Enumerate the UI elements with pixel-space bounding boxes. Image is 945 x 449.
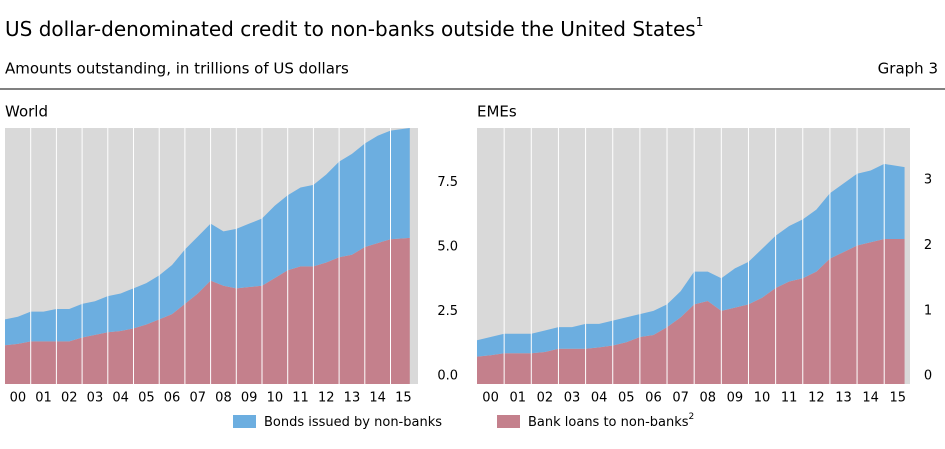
x-tick-label: 02 bbox=[61, 391, 78, 406]
y-tick-label: 7.5 bbox=[437, 175, 458, 190]
x-tick-label: 01 bbox=[35, 391, 52, 406]
area bbox=[477, 163, 905, 357]
legend-name: Bonds issued by non-banks bbox=[264, 415, 442, 430]
x-tick-label: 01 bbox=[509, 391, 526, 406]
y-tick-label: 3 bbox=[924, 173, 932, 188]
x-tick-label: 09 bbox=[727, 391, 744, 406]
legend-swatch bbox=[233, 415, 256, 428]
y-tick-label: 2.5 bbox=[437, 304, 458, 319]
x-tick-label: 14 bbox=[369, 391, 386, 406]
legend-label: Bank loans to non-banks2 bbox=[528, 412, 694, 430]
x-tick-label: 10 bbox=[754, 391, 771, 406]
x-tick-label: 13 bbox=[344, 391, 361, 406]
x-tick-label: 07 bbox=[672, 391, 689, 406]
title-group: US dollar-denominated credit to non-bank… bbox=[5, 15, 703, 41]
y-tick-label: 2 bbox=[924, 238, 932, 253]
title-note: 1 bbox=[696, 15, 704, 29]
y-tick-label: 1 bbox=[924, 303, 932, 318]
panel-title: EMEs bbox=[477, 103, 517, 121]
legend-name: Bank loans to non-banks bbox=[528, 415, 689, 430]
x-tick-label: 12 bbox=[318, 391, 335, 406]
legend-label: Bonds issued by non-banks bbox=[264, 415, 442, 430]
y-tick-label: 0 bbox=[924, 369, 932, 384]
chart-title: US dollar-denominated credit to non-bank… bbox=[5, 17, 696, 41]
area bbox=[5, 237, 410, 384]
x-tick-label: 09 bbox=[241, 391, 258, 406]
x-tick-label: 04 bbox=[112, 391, 129, 406]
x-tick-label: 02 bbox=[537, 391, 554, 406]
x-tick-label: 13 bbox=[835, 391, 852, 406]
x-tick-label: 04 bbox=[591, 391, 608, 406]
graph-label: Graph 3 bbox=[878, 60, 938, 78]
area bbox=[5, 128, 410, 346]
x-tick-label: 00 bbox=[482, 391, 499, 406]
x-tick-label: 11 bbox=[292, 391, 309, 406]
x-tick-label: 06 bbox=[645, 391, 662, 406]
x-tick-label: 06 bbox=[164, 391, 181, 406]
legend-note: 2 bbox=[689, 412, 695, 422]
x-tick-label: 11 bbox=[781, 391, 798, 406]
y-tick-label: 5.0 bbox=[437, 239, 458, 254]
x-tick-label: 14 bbox=[862, 391, 879, 406]
x-tick-label: 03 bbox=[87, 391, 104, 406]
x-tick-label: 15 bbox=[395, 391, 412, 406]
x-tick-label: 12 bbox=[808, 391, 825, 406]
x-tick-label: 07 bbox=[189, 391, 206, 406]
subtitle: Amounts outstanding, in trillions of US … bbox=[5, 60, 349, 78]
area bbox=[477, 239, 905, 384]
x-tick-label: 05 bbox=[618, 391, 635, 406]
x-tick-label: 00 bbox=[10, 391, 27, 406]
panel-title: World bbox=[5, 103, 48, 121]
x-tick-label: 03 bbox=[564, 391, 581, 406]
y-tick-label: 0.0 bbox=[437, 369, 458, 384]
x-tick-label: 05 bbox=[138, 391, 155, 406]
x-tick-label: 15 bbox=[890, 391, 907, 406]
x-tick-label: 08 bbox=[215, 391, 232, 406]
x-tick-label: 10 bbox=[267, 391, 284, 406]
x-tick-label: 08 bbox=[699, 391, 716, 406]
legend-swatch bbox=[497, 415, 520, 428]
